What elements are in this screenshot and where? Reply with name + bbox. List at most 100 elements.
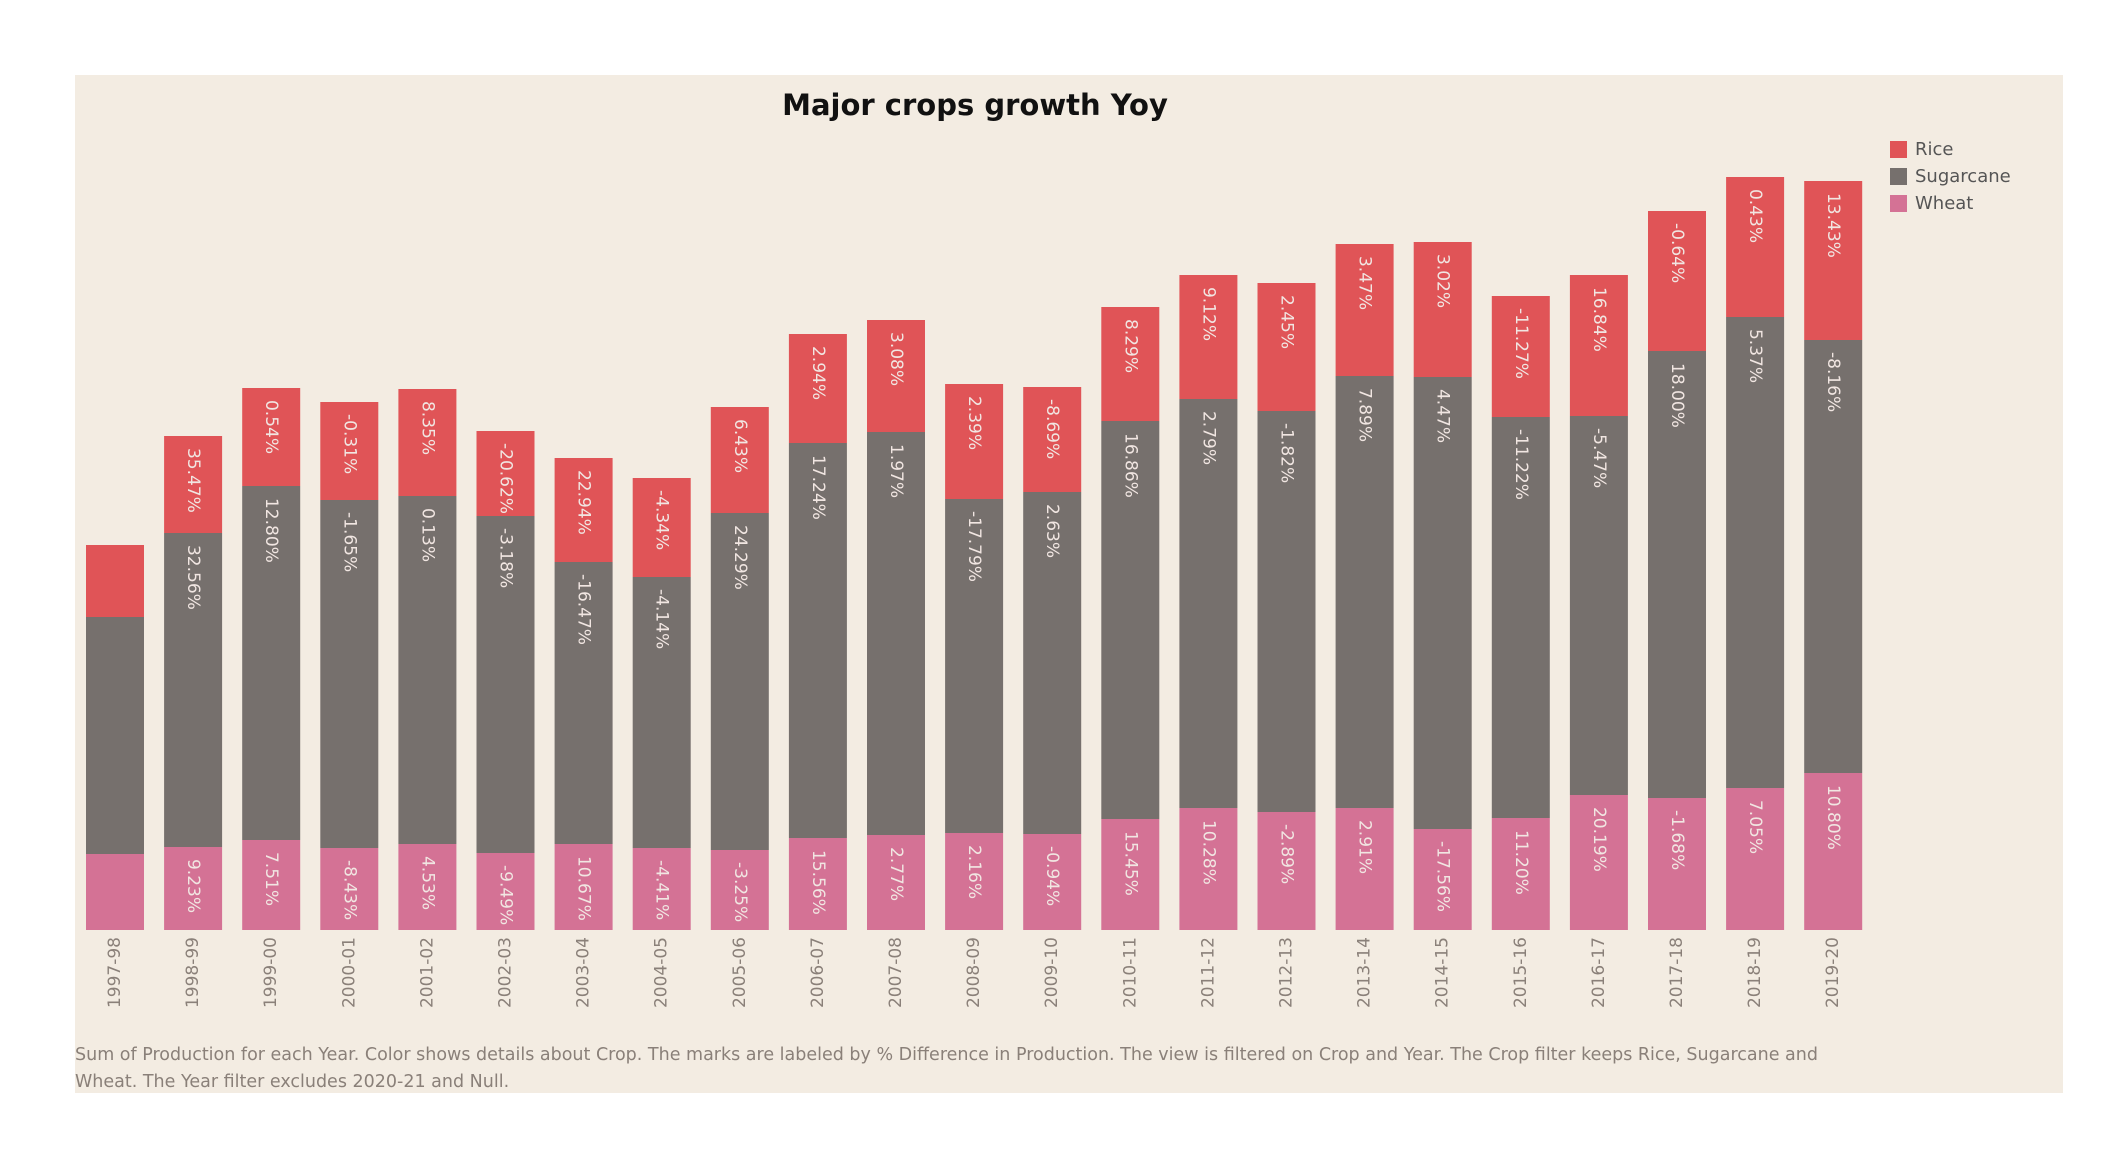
x-tick-label-2015-16: 2015-16 — [1511, 937, 1531, 1008]
bar-sugarcane-2009-10[interactable] — [1023, 492, 1082, 834]
data-label-rice-1998-99: 35.47% — [183, 448, 203, 513]
bar-wheat-1997-98[interactable] — [86, 854, 144, 930]
bar-rice-2001-02[interactable] — [398, 389, 457, 496]
bar-wheat-2010-11[interactable] — [1101, 819, 1160, 930]
legend-swatch-sugarcane — [1890, 168, 1907, 185]
data-label-rice-2015-16: -11.27% — [1511, 308, 1531, 379]
bar-sugarcane-2006-07[interactable] — [788, 443, 847, 838]
bar-rice-2010-11[interactable] — [1101, 307, 1160, 421]
bar-rice-2014-15[interactable] — [1413, 242, 1472, 377]
bar-rice-2019-20[interactable] — [1804, 181, 1863, 340]
bar-rice-2011-12[interactable] — [1179, 275, 1238, 399]
bar-rice-2009-10[interactable] — [1023, 387, 1082, 492]
data-label-sugarcane-2019-20: -8.16% — [1823, 352, 1843, 412]
x-tick-label-2007-08: 2007-08 — [886, 937, 906, 1008]
bar-sugarcane-1998-99[interactable] — [164, 533, 223, 847]
legend-item-sugarcane[interactable]: Sugarcane — [1890, 163, 2011, 190]
bar-rice-2013-14[interactable] — [1335, 244, 1394, 376]
bar-rice-1998-99[interactable] — [164, 436, 223, 533]
bar-sugarcane-2012-13[interactable] — [1257, 411, 1316, 812]
bar-sugarcane-2005-06[interactable] — [710, 513, 769, 850]
bar-sugarcane-2017-18[interactable] — [1648, 351, 1706, 798]
data-label-sugarcane-2016-17: -5.47% — [1589, 428, 1609, 488]
data-label-rice-2008-09: 2.39% — [964, 396, 984, 450]
data-label-sugarcane-1998-99: 32.56% — [183, 545, 203, 610]
bar-rice-2002-03[interactable] — [476, 431, 535, 516]
bar-rice-2007-08[interactable] — [867, 320, 925, 432]
x-tick-label-2002-03: 2002-03 — [496, 937, 516, 1008]
data-label-sugarcane-2003-04: -16.47% — [574, 574, 594, 645]
bar-wheat-2018-19[interactable] — [1726, 788, 1785, 930]
bar-wheat-2019-20[interactable] — [1804, 773, 1863, 930]
data-label-rice-2019-20: 13.43% — [1823, 193, 1843, 258]
bar-sugarcane-2015-16[interactable] — [1491, 417, 1550, 818]
bar-sugarcane-2010-11[interactable] — [1101, 421, 1160, 819]
data-label-rice-2010-11: 8.29% — [1120, 319, 1140, 373]
bar-wheat-2004-05[interactable] — [632, 848, 691, 930]
bar-wheat-2005-06[interactable] — [710, 850, 769, 930]
bar-rice-2012-13[interactable] — [1257, 283, 1316, 411]
data-label-sugarcane-1999-00: 12.80% — [261, 498, 281, 563]
bar-rice-1999-00[interactable] — [242, 388, 301, 486]
bar-wheat-2017-18[interactable] — [1648, 798, 1706, 930]
bar-rice-2000-01[interactable] — [320, 402, 379, 500]
bar-wheat-2016-17[interactable] — [1569, 795, 1628, 930]
bar-wheat-2009-10[interactable] — [1023, 834, 1082, 930]
bar-sugarcane-2004-05[interactable] — [632, 577, 691, 848]
bar-wheat-1999-00[interactable] — [242, 840, 301, 930]
bar-sugarcane-2016-17[interactable] — [1569, 416, 1628, 795]
bar-wheat-2006-07[interactable] — [788, 838, 847, 930]
bar-wheat-2002-03[interactable] — [476, 853, 535, 930]
bar-sugarcane-1997-98[interactable] — [86, 617, 144, 854]
data-label-wheat-2002-03: -9.49% — [496, 865, 516, 925]
bar-wheat-2013-14[interactable] — [1335, 808, 1394, 930]
bar-rice-2016-17[interactable] — [1569, 275, 1628, 416]
bar-sugarcane-2019-20[interactable] — [1804, 340, 1863, 773]
data-label-sugarcane-2004-05: -4.14% — [652, 589, 672, 649]
bar-rice-2017-18[interactable] — [1648, 211, 1706, 351]
data-label-rice-2006-07: 2.94% — [808, 346, 828, 400]
x-tick-label-2017-18: 2017-18 — [1667, 937, 1687, 1008]
bar-wheat-2001-02[interactable] — [398, 844, 457, 930]
bar-sugarcane-2001-02[interactable] — [398, 496, 457, 844]
bar-sugarcane-2014-15[interactable] — [1413, 377, 1472, 829]
bar-sugarcane-2018-19[interactable] — [1726, 317, 1785, 788]
legend-swatch-wheat — [1890, 195, 1907, 212]
bar-sugarcane-2007-08[interactable] — [867, 432, 925, 835]
bar-wheat-2007-08[interactable] — [867, 835, 925, 930]
bar-wheat-2012-13[interactable] — [1257, 812, 1316, 930]
bar-rice-1997-98[interactable] — [86, 545, 144, 617]
bar-sugarcane-2013-14[interactable] — [1335, 376, 1394, 808]
bar-sugarcane-2011-12[interactable] — [1179, 399, 1238, 808]
bar-wheat-2015-16[interactable] — [1491, 818, 1550, 930]
bar-wheat-1998-99[interactable] — [164, 847, 223, 930]
bar-wheat-2011-12[interactable] — [1179, 808, 1238, 930]
data-label-rice-2007-08: 3.08% — [886, 332, 906, 386]
bar-rice-2005-06[interactable] — [710, 407, 769, 513]
bar-wheat-2008-09[interactable] — [945, 833, 1004, 930]
bar-sugarcane-2003-04[interactable] — [554, 562, 613, 844]
bar-rice-2008-09[interactable] — [945, 384, 1004, 499]
legend[interactable]: Rice Sugarcane Wheat — [1890, 136, 2011, 217]
data-label-wheat-2005-06: -3.25% — [730, 862, 750, 922]
bar-rice-2003-04[interactable] — [554, 458, 613, 562]
legend-item-wheat[interactable]: Wheat — [1890, 190, 2011, 217]
bar-rice-2015-16[interactable] — [1491, 296, 1550, 417]
bar-wheat-2003-04[interactable] — [554, 844, 613, 930]
x-tick-label-1997-98: 1997-98 — [105, 937, 125, 1008]
bar-sugarcane-2008-09[interactable] — [945, 499, 1004, 833]
data-label-wheat-2017-18: -1.68% — [1667, 810, 1687, 870]
x-tick-label-2018-19: 2018-19 — [1745, 937, 1765, 1008]
data-label-sugarcane-2000-01: -1.65% — [339, 512, 359, 572]
bar-rice-2006-07[interactable] — [788, 334, 847, 443]
bar-wheat-2014-15[interactable] — [1413, 829, 1472, 930]
bar-rice-2018-19[interactable] — [1726, 177, 1785, 317]
data-label-rice-2004-05: -4.34% — [652, 490, 672, 550]
bar-sugarcane-2002-03[interactable] — [476, 516, 535, 853]
bar-sugarcane-2000-01[interactable] — [320, 500, 379, 848]
legend-item-rice[interactable]: Rice — [1890, 136, 2011, 163]
data-label-sugarcane-2008-09: -17.79% — [964, 511, 984, 582]
bar-wheat-2000-01[interactable] — [320, 848, 379, 930]
bar-rice-2004-05[interactable] — [632, 478, 691, 577]
bar-sugarcane-1999-00[interactable] — [242, 486, 301, 840]
